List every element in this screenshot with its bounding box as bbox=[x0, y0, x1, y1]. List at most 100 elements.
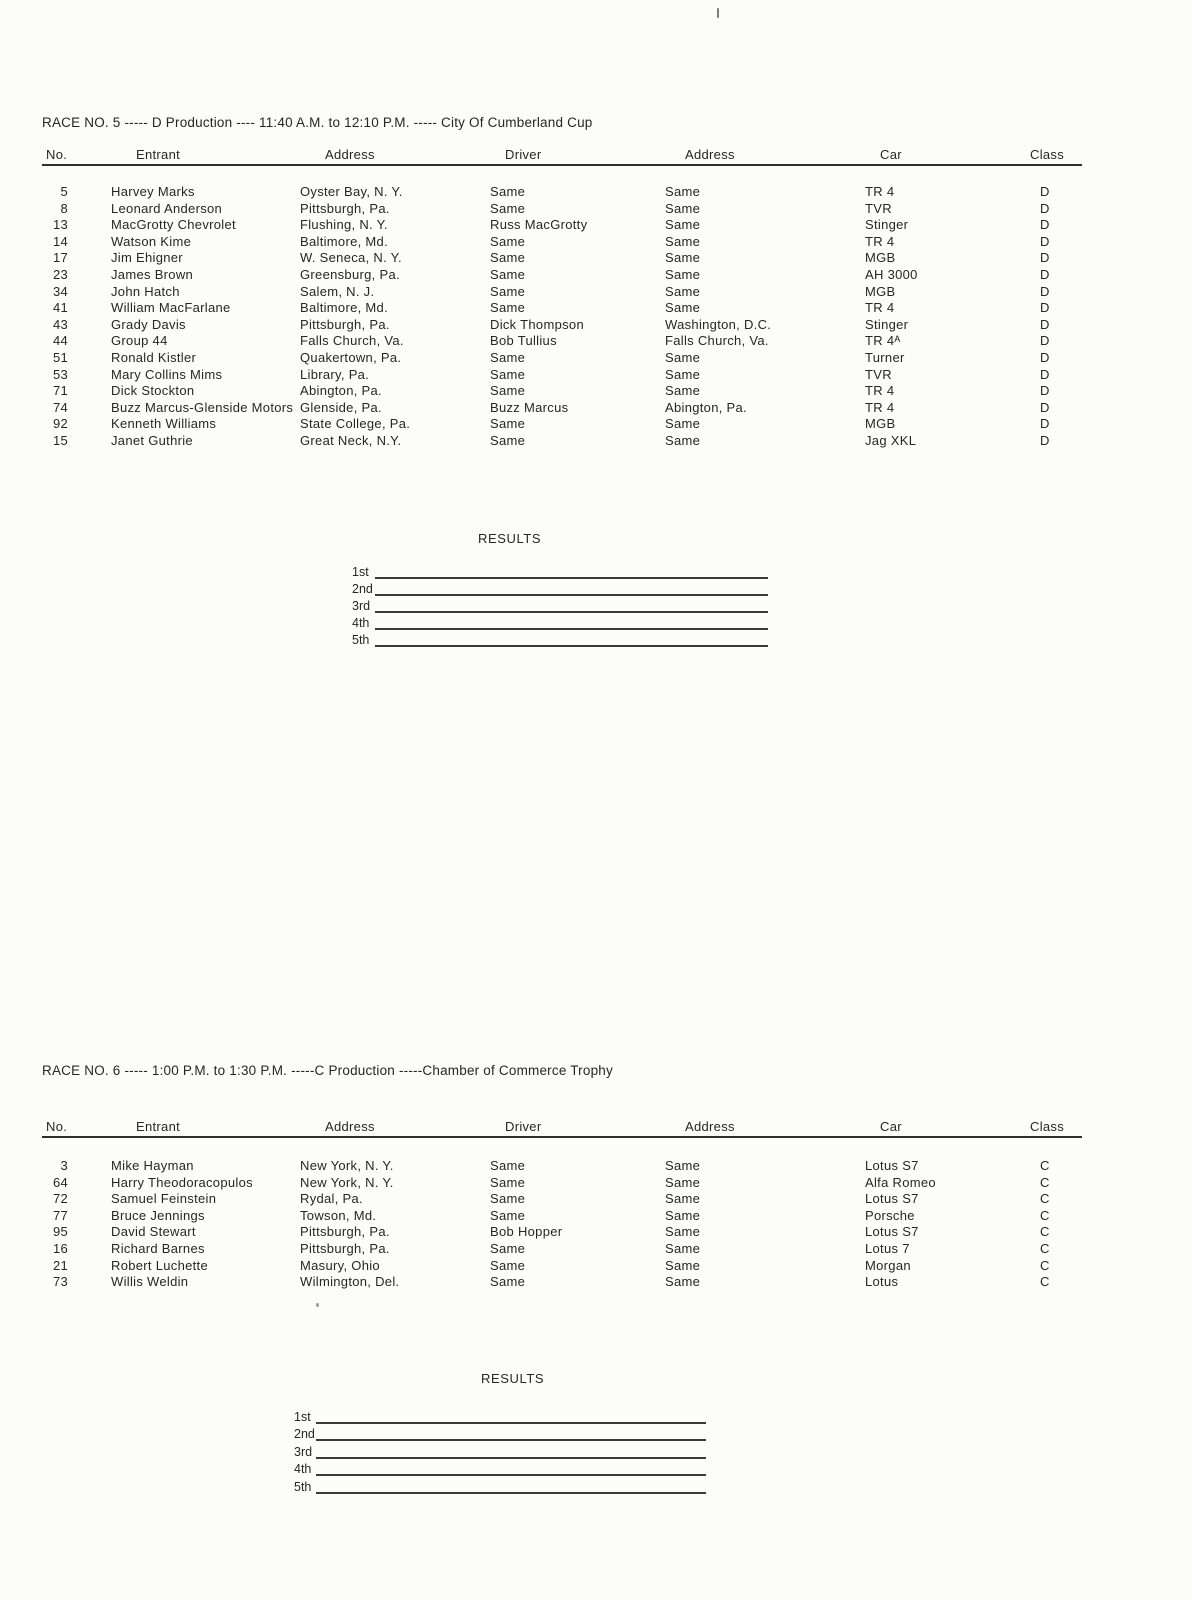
cell-no: 21 bbox=[52, 1257, 68, 1273]
entrant-row: 44 Group 44 Falls Church, Va. Bob Tullius Fa… bbox=[42, 333, 1082, 350]
cell-class: D bbox=[1040, 316, 1050, 332]
cell-class: D bbox=[1040, 266, 1050, 282]
cell-address: New York, N. Y. bbox=[300, 1174, 394, 1190]
column-header-no: No. bbox=[46, 147, 68, 162]
cell-address2: Same bbox=[665, 432, 701, 448]
cell-class: D bbox=[1040, 250, 1050, 266]
cell-entrant: Harry Theodoracopulos bbox=[111, 1174, 253, 1190]
cell-class: D bbox=[1040, 184, 1050, 199]
cell-driver: Same bbox=[490, 416, 526, 432]
cell-entrant: Dick Stockton bbox=[111, 383, 195, 399]
cell-driver: Same bbox=[490, 1207, 526, 1223]
cell-no: 41 bbox=[52, 300, 68, 316]
place-label: 1st bbox=[352, 565, 369, 579]
column-header-entrant: Entrant bbox=[136, 1119, 181, 1134]
cell-no: 23 bbox=[52, 266, 68, 282]
place-label: 5th bbox=[352, 633, 370, 647]
results-blank-list: 1st 2nd 3rd 4th 5th bbox=[352, 562, 768, 647]
result-place-row: 4th bbox=[294, 1459, 706, 1476]
cell-address2: Same bbox=[665, 1274, 701, 1290]
entrant-row: 95 David Stewart Pittsburgh, Pa. Bob Hopper… bbox=[42, 1224, 1082, 1241]
entrant-row: 21 Robert Luchette Masury, Ohio Same Same Mor… bbox=[42, 1258, 1082, 1275]
cell-address: Great Neck, N.Y. bbox=[300, 432, 402, 448]
cell-no: 16 bbox=[52, 1240, 68, 1256]
cell-address2: Same bbox=[665, 349, 701, 365]
cell-car: TR 4 bbox=[865, 184, 895, 199]
cell-address: Pittsburgh, Pa. bbox=[300, 316, 390, 332]
cell-no: 74 bbox=[52, 399, 68, 415]
cell-address: Baltimore, Md. bbox=[300, 233, 389, 249]
cell-entrant: Mike Hayman bbox=[111, 1158, 194, 1173]
cell-no: 43 bbox=[52, 316, 68, 332]
cell-address2: Same bbox=[665, 184, 701, 199]
entrant-row: 17 Jim Ehigner W. Seneca, N. Y. Same Same MGB… bbox=[42, 250, 1082, 267]
entrant-row: 34 John Hatch Salem, N. J. Same Same MGB D bbox=[42, 284, 1082, 301]
cell-class: C bbox=[1040, 1240, 1050, 1256]
table-body: 5 Harvey Marks Oyster Bay, N. Y. Same Same TR… bbox=[42, 184, 1082, 450]
cell-address: Pittsburgh, Pa. bbox=[300, 1240, 390, 1256]
cell-car: Lotus S7 bbox=[865, 1224, 919, 1240]
cell-no: 95 bbox=[52, 1224, 68, 1240]
cell-entrant: Ronald Kistler bbox=[111, 349, 197, 365]
cell-driver: Same bbox=[490, 250, 526, 266]
place-label: 4th bbox=[352, 616, 370, 630]
cell-driver: Same bbox=[490, 1158, 526, 1173]
column-header-driver: Driver bbox=[505, 147, 542, 162]
cell-address: Pittsburgh, Pa. bbox=[300, 1224, 390, 1240]
result-blank-line bbox=[375, 573, 768, 579]
result-blank-line bbox=[375, 641, 768, 647]
cell-address2: Same bbox=[665, 1191, 701, 1207]
cell-driver: Same bbox=[490, 300, 526, 316]
cell-address: Wilmington, Del. bbox=[300, 1274, 400, 1290]
cell-no: 34 bbox=[52, 283, 68, 299]
cell-class: C bbox=[1040, 1174, 1050, 1190]
result-blank-line bbox=[375, 624, 768, 630]
column-header-address2: Address bbox=[685, 147, 735, 162]
entrant-row: 72 Samuel Feinstein Rydal, Pa. Same Same Lotu… bbox=[42, 1191, 1082, 1208]
cell-address2: Same bbox=[665, 1240, 701, 1256]
cell-class: D bbox=[1040, 283, 1050, 299]
cell-driver: Same bbox=[490, 184, 526, 199]
cell-address2: Washington, D.C. bbox=[665, 316, 772, 332]
cell-entrant: Group 44 bbox=[111, 333, 168, 349]
place-label: 2nd bbox=[352, 582, 373, 596]
cell-car: Alfa Romeo bbox=[865, 1174, 936, 1190]
entrant-row: 3 Mike Hayman New York, N. Y. Same Same Lotus… bbox=[42, 1158, 1082, 1175]
result-blank-line bbox=[375, 607, 768, 613]
entrant-table: No. Entrant Address Driver Address Car Class 5… bbox=[42, 148, 1082, 450]
cell-driver: Same bbox=[490, 1240, 526, 1256]
cell-car: Jag XKL bbox=[865, 432, 917, 448]
cell-no: 51 bbox=[52, 349, 68, 365]
cell-entrant: Mary Collins Mims bbox=[111, 366, 223, 382]
entrant-row: 73 Willis Weldin Wilmington, Del. Same Same L… bbox=[42, 1274, 1082, 1291]
result-place-row: 5th bbox=[352, 630, 768, 647]
place-label: 3rd bbox=[294, 1444, 313, 1459]
cell-entrant: Grady Davis bbox=[111, 316, 186, 332]
cell-entrant: David Stewart bbox=[111, 1224, 196, 1240]
cell-driver: Same bbox=[490, 1274, 526, 1290]
cell-class: D bbox=[1040, 366, 1050, 382]
cell-address: State College, Pa. bbox=[300, 416, 411, 432]
cell-class: D bbox=[1040, 300, 1050, 316]
cell-address2: Same bbox=[665, 233, 701, 249]
cell-address2: Abington, Pa. bbox=[665, 399, 747, 415]
entrant-row: 5 Harvey Marks Oyster Bay, N. Y. Same Same TR… bbox=[42, 184, 1082, 201]
cell-car: Turner bbox=[865, 349, 905, 365]
cell-driver: Bob Hopper bbox=[490, 1224, 563, 1240]
table-body: 3 Mike Hayman New York, N. Y. Same Same Lotus… bbox=[42, 1158, 1082, 1291]
cell-address: Quakertown, Pa. bbox=[300, 349, 402, 365]
cell-address2: Same bbox=[665, 1224, 701, 1240]
cell-no: 13 bbox=[52, 217, 68, 233]
cell-address: Rydal, Pa. bbox=[300, 1191, 363, 1207]
cell-address: Greensburg, Pa. bbox=[300, 266, 400, 282]
cell-no: 17 bbox=[52, 250, 68, 266]
entrant-row: 16 Richard Barnes Pittsburgh, Pa. Same Same L… bbox=[42, 1241, 1082, 1258]
cell-entrant: Jim Ehigner bbox=[111, 250, 183, 266]
cell-address: Salem, N. J. bbox=[300, 283, 375, 299]
column-header-address: Address bbox=[325, 1119, 375, 1134]
cell-entrant: Harvey Marks bbox=[111, 184, 195, 199]
cell-address2: Same bbox=[665, 217, 701, 233]
cell-driver: Russ MacGrotty bbox=[490, 217, 588, 233]
entrant-row: 23 James Brown Greensburg, Pa. Same Same AH 3… bbox=[42, 267, 1082, 284]
cell-class: C bbox=[1040, 1191, 1050, 1207]
